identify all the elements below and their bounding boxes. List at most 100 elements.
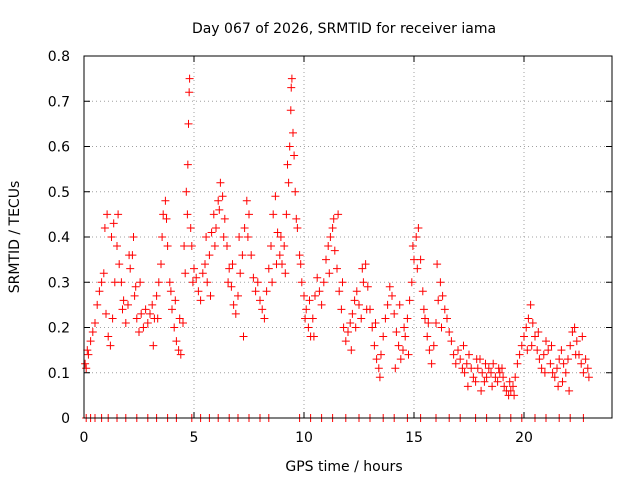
data-point [219,233,228,241]
data-point [186,223,195,232]
data-point [390,309,399,318]
data-point [394,341,403,350]
data-point [158,233,167,241]
data-point [499,373,508,382]
data-point [487,368,495,377]
data-point [414,223,423,232]
data-point [242,196,251,205]
data-point [293,223,302,232]
data-point [399,346,407,355]
data-point [564,355,572,364]
data-point [95,287,104,296]
data-point [227,282,236,291]
data-point [447,337,456,346]
data-point [104,332,113,341]
chart-title: Day 067 of 2026, SRMTID for receiver iam… [192,21,496,37]
y-tick-label: 0.7 [48,94,70,110]
data-point [287,74,296,83]
data-point [344,328,352,337]
data-point [361,260,370,269]
data-point [282,210,291,219]
data-point [292,214,301,223]
data-point [182,187,191,196]
data-point [517,341,526,350]
data-point [103,210,112,219]
data-point [308,314,317,323]
data-point [205,251,214,260]
data-point [491,373,500,382]
data-point [404,350,413,359]
data-point [533,346,542,355]
data-point [566,341,575,350]
data-point [281,269,290,278]
data-point [148,300,157,309]
data-point [287,83,296,92]
data-point [284,178,293,187]
data-point [172,337,181,346]
data-point [289,128,297,137]
data-point [505,377,514,386]
data-point [143,318,152,327]
data-point [571,350,580,359]
data-point [115,260,124,269]
data-point [108,314,117,323]
data-point [131,282,140,291]
data-point [445,328,454,337]
data-point [97,278,106,287]
data-point [429,341,438,350]
data-point [130,291,139,300]
data-point [328,223,337,232]
data-point [81,359,90,368]
data-point [425,346,434,355]
data-point [276,233,285,241]
y-tick-label: 0.4 [48,230,70,246]
data-point [375,373,384,382]
data-point [559,359,568,368]
data-point [275,251,284,260]
data-point [162,214,171,223]
data-point [285,142,294,151]
data-point [194,287,203,296]
data-point [264,264,273,273]
data-point [351,323,360,332]
data-point [301,314,310,323]
data-point [238,251,247,260]
data-point [440,305,449,314]
data-point [334,210,343,219]
data-point [544,346,553,355]
data-point [565,386,574,395]
data-point [174,346,183,355]
data-point [577,359,586,368]
data-point [247,251,256,260]
data-point [433,260,442,269]
data-point [488,382,497,391]
y-axis-label: SRMTID / TECUs [7,181,23,294]
data-point [269,210,278,219]
data-point [460,368,469,377]
data-point [309,332,318,341]
data-point [437,323,446,332]
data-point [218,192,227,201]
data-point [548,368,557,377]
data-point [305,296,314,305]
data-point [421,314,429,323]
data-point [546,359,555,368]
data-point [273,228,282,237]
data-point [372,355,381,364]
data-point [188,278,197,287]
data-point [561,368,570,377]
data-point [583,364,592,373]
data-point [534,328,543,337]
data-point [451,359,460,368]
data-point [379,332,388,341]
data-point [146,309,154,318]
data-point [473,364,482,373]
data-point [355,300,363,309]
x-tick-label: 20 [515,430,533,446]
data-point [480,377,489,386]
data-point [539,350,548,359]
data-point [584,373,593,382]
data-point [558,377,567,386]
data-point [408,242,417,251]
data-point [413,264,422,273]
